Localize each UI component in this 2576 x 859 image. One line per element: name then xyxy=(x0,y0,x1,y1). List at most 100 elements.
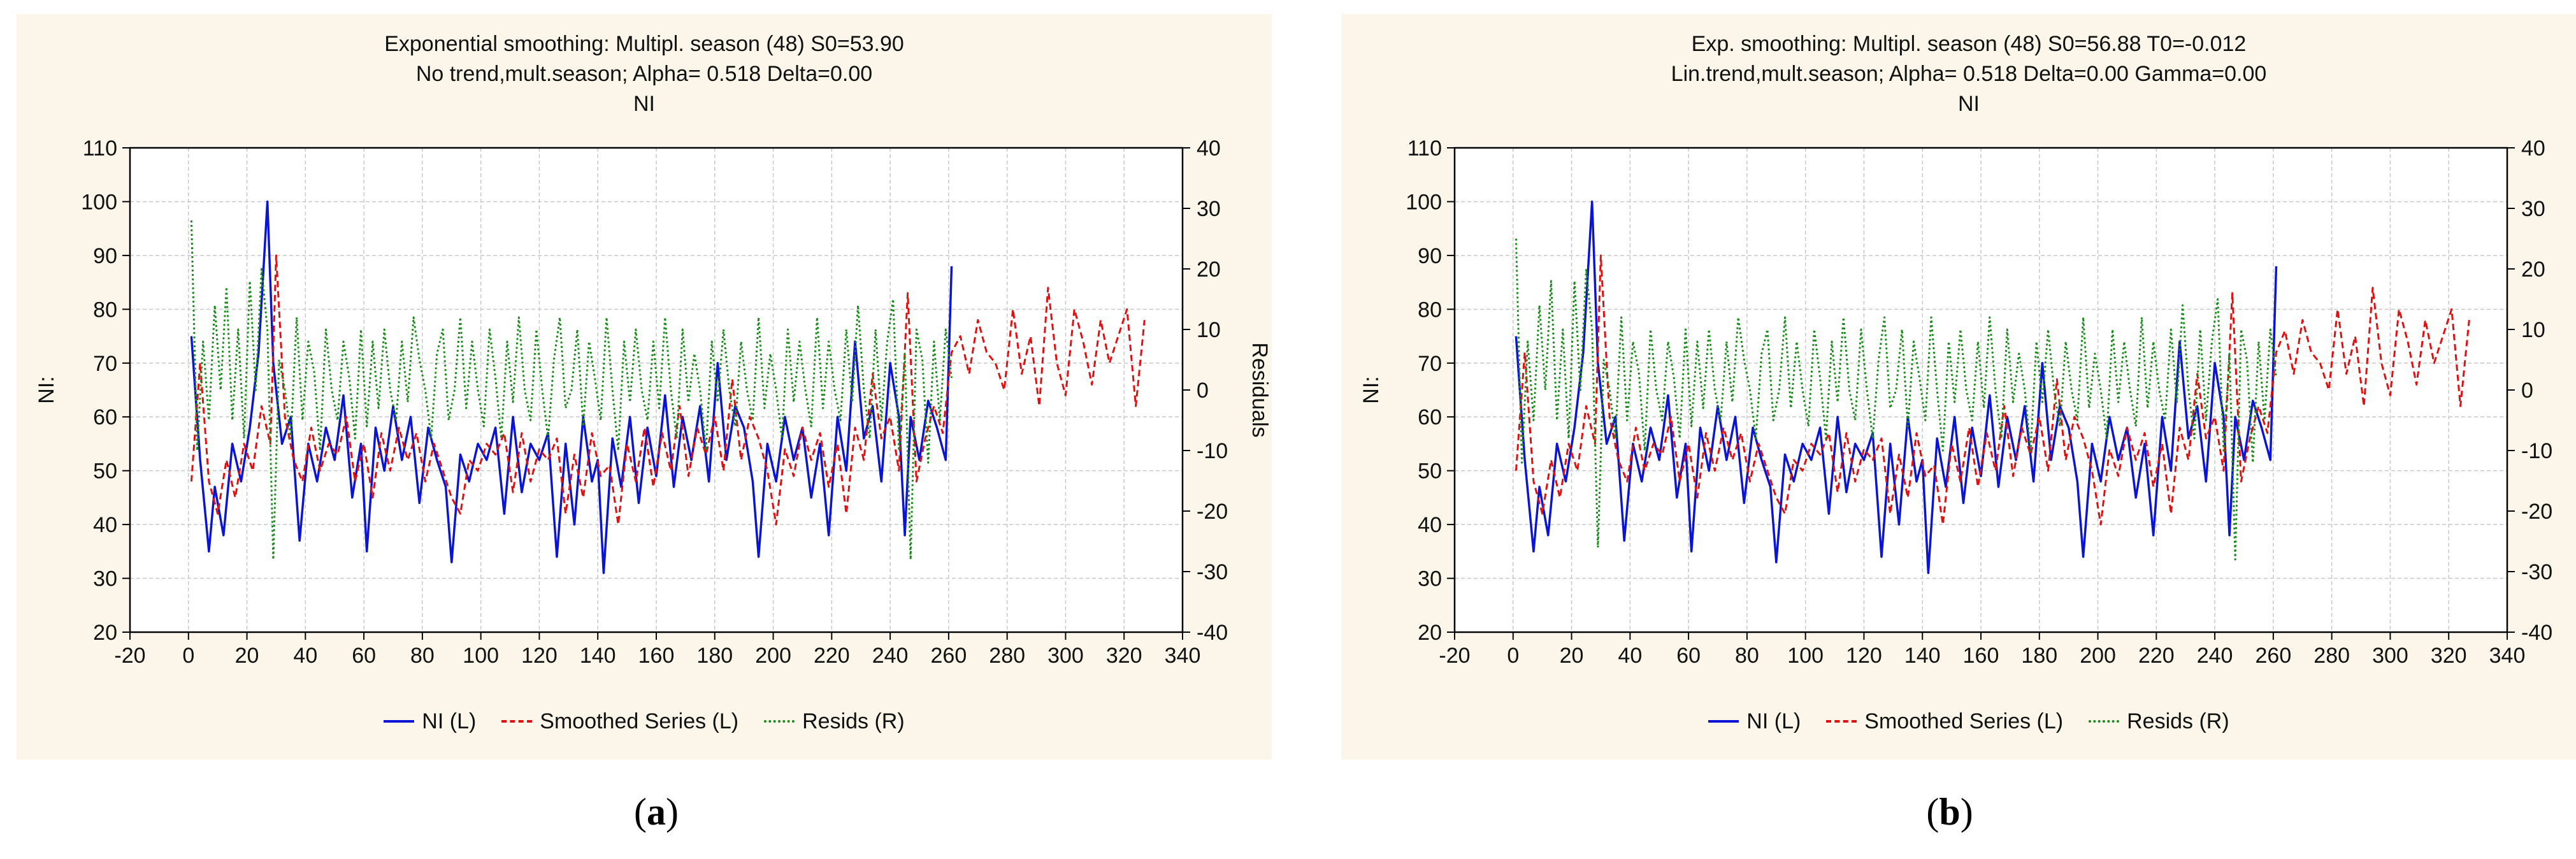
y-left-tick-label: 110 xyxy=(1407,136,1442,161)
y-right-tick-label: 40 xyxy=(2521,136,2545,161)
series-line-ni-l xyxy=(190,200,953,574)
y-left-tick-label: 50 xyxy=(1418,459,1442,484)
x-tick-label: 320 xyxy=(1106,644,1142,668)
x-tick-label: 0 xyxy=(1507,644,1519,668)
y-right-tick-label: 0 xyxy=(1197,379,1209,403)
chart-plot: -20 0 20 40 60 80 100 120 140 160 180 200 220 240 260 2… xyxy=(34,136,1272,668)
legend-item-smoothed: Smoothed Series (L) xyxy=(501,709,738,734)
y-left-tick-label: 20 xyxy=(93,621,117,645)
x-tick-label: 60 xyxy=(1676,644,1701,668)
legend-item-ni: NI (L) xyxy=(1708,709,1801,734)
x-tick-label: 180 xyxy=(2021,644,2057,668)
x-tick-label: 180 xyxy=(696,644,733,668)
y-right-axis-label: Residuals xyxy=(1248,342,1272,437)
y-right-tick-label: -20 xyxy=(1197,500,1228,524)
x-tick-label: 120 xyxy=(1846,644,1882,668)
x-tick-label: 140 xyxy=(1904,644,1941,668)
y-right-tick-label: -10 xyxy=(1197,439,1228,463)
y-right-tick-label: -30 xyxy=(2521,560,2552,584)
chart-subtitle: No trend,mult.season; Alpha= 0.518 Delta… xyxy=(415,62,873,86)
x-tick-label: 200 xyxy=(2080,644,2116,668)
caption-letter: b xyxy=(1939,791,1961,833)
y-right-tick-label: -40 xyxy=(2521,621,2552,645)
x-tick-label: 340 xyxy=(2489,644,2526,668)
y-right-axis-label: Residuals xyxy=(2572,342,2576,437)
y-right-tick-label: 20 xyxy=(2521,257,2545,282)
x-tick-label: 240 xyxy=(2197,644,2233,668)
x-tick-label: 20 xyxy=(235,644,259,668)
x-tick-label: 40 xyxy=(1618,644,1642,668)
y-right-tick-label: 20 xyxy=(1197,257,1221,282)
x-tick-label: 80 xyxy=(1735,644,1759,668)
series-line-ni-l xyxy=(1515,200,2278,574)
series-line-smoothed-series-l xyxy=(1515,254,2470,526)
y-right-tick-label: -20 xyxy=(2521,500,2552,524)
x-tick-label: 160 xyxy=(1963,644,1999,668)
legend-label: NI (L) xyxy=(1746,709,1801,733)
legend-item-resids: Resids (R) xyxy=(2089,709,2229,734)
legend-swatch xyxy=(2089,720,2120,723)
y-left-tick-label: 50 xyxy=(93,459,117,484)
chart-legend: NI (L) Smoothed Series (L) Resids (R) xyxy=(17,705,1272,737)
y-left-tick-label: 70 xyxy=(93,352,117,376)
chart-series-title: NI xyxy=(633,92,655,116)
y-left-tick-label: 70 xyxy=(1418,352,1442,376)
x-tick-label: 340 xyxy=(1165,644,1201,668)
y-left-tick-label: 20 xyxy=(1418,621,1442,645)
legend-swatch xyxy=(1826,720,1857,723)
y-right-tick-label: -30 xyxy=(1197,560,1228,584)
series-line-smoothed-series-l xyxy=(190,254,1146,526)
y-right-tick-label: 10 xyxy=(1197,318,1221,342)
chart-series-title: NI xyxy=(1958,92,1980,116)
x-tick-label: 300 xyxy=(2372,644,2408,668)
legend-swatch xyxy=(384,720,415,723)
legend-item-resids: Resids (R) xyxy=(764,709,905,734)
x-tick-label: 80 xyxy=(410,644,435,668)
x-tick-label: 120 xyxy=(521,644,558,668)
y-right-tick-label: 40 xyxy=(1197,136,1221,161)
x-tick-label: 280 xyxy=(2313,644,2350,668)
x-tick-label: 220 xyxy=(2138,644,2175,668)
legend-item-ni: NI (L) xyxy=(384,709,476,734)
chart-title: Exponential smoothing: Multipl. season (… xyxy=(384,32,904,56)
chart-plot: -20 0 20 40 60 80 100 120 140 160 180 200 220 240 260 2… xyxy=(1359,136,2576,668)
legend-swatch xyxy=(501,720,533,723)
x-tick-label: 0 xyxy=(182,644,194,668)
x-tick-label: 240 xyxy=(872,644,909,668)
x-tick-label: 60 xyxy=(352,644,376,668)
x-tick-label: 280 xyxy=(989,644,1025,668)
chart-title: Exp. smoothing: Multipl. season (48) S0=… xyxy=(1691,32,2247,56)
x-tick-label: 20 xyxy=(1560,644,1584,668)
y-right-tick-label: 0 xyxy=(2521,379,2533,403)
x-tick-label: 300 xyxy=(1047,644,1084,668)
y-right-tick-label: 30 xyxy=(1197,197,1221,221)
y-left-axis-label: NI: xyxy=(34,376,59,403)
y-left-tick-label: 90 xyxy=(93,244,117,268)
x-tick-label: 100 xyxy=(463,644,499,668)
x-tick-label: 40 xyxy=(293,644,317,668)
legend-label: Resids (R) xyxy=(2127,709,2229,733)
legend-swatch xyxy=(764,720,795,723)
y-left-tick-label: 30 xyxy=(93,567,117,591)
x-tick-label: 100 xyxy=(1787,644,1824,668)
y-right-tick-label: -10 xyxy=(2521,439,2552,463)
y-left-axis-label: NI: xyxy=(1359,376,1383,403)
x-tick-label: 200 xyxy=(755,644,791,668)
legend-label: NI (L) xyxy=(422,709,477,733)
y-right-tick-label: -40 xyxy=(1197,621,1228,645)
x-tick-label: -20 xyxy=(114,644,145,668)
x-tick-label: 220 xyxy=(814,644,850,668)
chart-legend: NI (L) Smoothed Series (L) Resids (R) xyxy=(1341,705,2576,737)
y-left-tick-label: 60 xyxy=(93,405,117,430)
y-left-tick-label: 80 xyxy=(1418,298,1442,322)
legend-item-smoothed: Smoothed Series (L) xyxy=(1826,709,2063,734)
series-line-resids-r xyxy=(190,220,953,561)
legend-label: Smoothed Series (L) xyxy=(540,709,739,733)
caption-b: (b) xyxy=(1926,791,1973,833)
chart-panel-a: Exponential smoothing: Multipl. season (… xyxy=(17,14,1272,760)
x-tick-label: -20 xyxy=(1439,644,1470,668)
y-left-tick-label: 100 xyxy=(1406,190,1442,214)
y-left-tick-label: 80 xyxy=(93,298,117,322)
y-left-tick-label: 100 xyxy=(81,190,117,214)
caption-a: (a) xyxy=(634,791,679,833)
